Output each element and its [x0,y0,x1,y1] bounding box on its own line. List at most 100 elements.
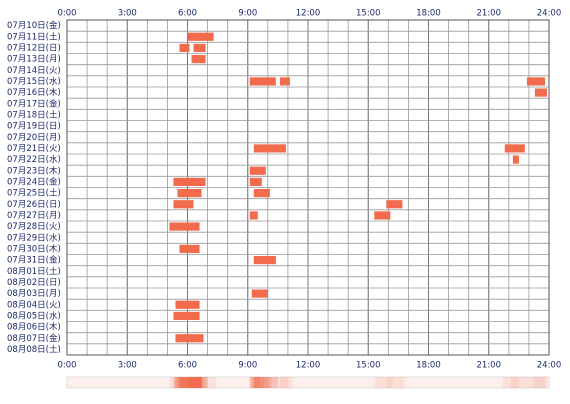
summary-cell [207,377,210,388]
summary-cell [283,377,287,388]
summary-cell [542,377,546,388]
activity-bar [249,77,276,86]
summary-cell [249,377,253,388]
summary-cell [502,377,506,388]
summary-cell [267,377,271,388]
x-tick-label: 9:00 [238,361,257,371]
summary-cell [508,377,512,388]
activity-bar [279,77,290,86]
summary-cell [181,377,184,388]
row-label: 07月17日(金) [7,98,61,109]
activity-bar [187,32,214,41]
row-label: 07月12日(日) [7,43,61,53]
row-label: 08月05日(水) [7,310,61,321]
x-tick-label: 0:00 [57,9,76,19]
summary-cell [257,377,261,388]
summary-cell [173,377,176,388]
summary-cell [175,377,178,388]
summary-cell [516,377,520,388]
activity-bar [173,200,194,209]
row-label: 07月24日(金) [7,176,61,187]
x-tick-label: 18:00 [416,361,441,371]
x-tick-label: 12:00 [296,361,321,371]
summary-cell [213,377,216,388]
row-label: 07月22日(水) [7,154,61,165]
summary-cell [271,377,275,388]
x-tick-label: 3:00 [118,9,137,19]
x-tick-label: 0:00 [57,361,76,371]
x-tick-label: 21:00 [477,361,502,371]
summary-cell [376,377,379,388]
row-label: 08月08日(土) [7,344,61,355]
summary-cell [390,377,393,388]
x-tick-label: 18:00 [416,9,441,19]
summary-cell [171,377,174,388]
summary-cell [205,377,208,388]
summary-cell [528,377,532,388]
activity-bar [534,88,547,97]
row-label: 07月27日(月) [7,211,61,221]
summary-cell [526,377,530,388]
summary-cell [263,377,267,388]
activity-bar [249,177,262,186]
summary-cell [530,377,534,388]
activity-bar [251,289,268,298]
activity-bar [193,43,206,52]
summary-cell [506,377,510,388]
summary-cell [382,377,385,388]
row-label: 07月19日(日) [7,122,61,132]
summary-cell [538,377,542,388]
summary-cell [536,377,540,388]
summary-cell [189,377,192,388]
summary-cell [384,377,387,388]
summary-cell [275,377,279,388]
x-tick-label: 6:00 [178,361,197,371]
activity-bar [169,222,200,231]
summary-cell [193,377,196,388]
x-tick-label: 24:00 [537,9,562,19]
activity-bar [175,334,204,343]
row-label: 07月11日(土) [7,31,61,42]
summary-cell [253,377,257,388]
summary-cell [396,377,399,388]
summary-cell [392,377,395,388]
summary-cell [510,377,514,388]
summary-cell [269,377,273,388]
row-label: 07月15日(水) [7,76,61,87]
summary-cell [183,377,186,388]
row-label: 07月26日(日) [7,200,61,210]
summary-cell [285,377,289,388]
summary-cell [398,377,401,388]
summary-cell [259,377,263,388]
summary-cell [520,377,524,388]
activity-bar [526,77,545,86]
summary-cell [195,377,198,388]
activity-bar [253,144,286,153]
row-label: 07月10日(金) [7,20,61,31]
row-label: 07月16日(木) [7,87,61,98]
summary-cell [380,377,383,388]
summary-cell [512,377,516,388]
row-label: 08月02日(日) [7,278,61,288]
summary-cell [179,377,182,388]
summary-cell [211,377,214,388]
activity-bar [175,300,200,309]
x-tick-label: 21:00 [477,9,502,19]
x-tick-label: 15:00 [356,361,381,371]
activity-bar [386,200,403,209]
summary-cell [251,377,255,388]
summary-cell [402,377,405,388]
summary-cell [388,377,391,388]
x-tick-label: 12:00 [296,9,321,19]
summary-cell [273,377,277,388]
row-label: 08月01日(土) [7,266,61,277]
activity-bar [191,55,206,64]
summary-strip [66,376,550,389]
summary-cell [386,377,389,388]
row-label: 08月07日(金) [7,333,61,344]
x-tick-label: 24:00 [537,361,562,371]
summary-cell [534,377,538,388]
summary-cell [374,377,377,388]
activity-bar [512,155,519,164]
